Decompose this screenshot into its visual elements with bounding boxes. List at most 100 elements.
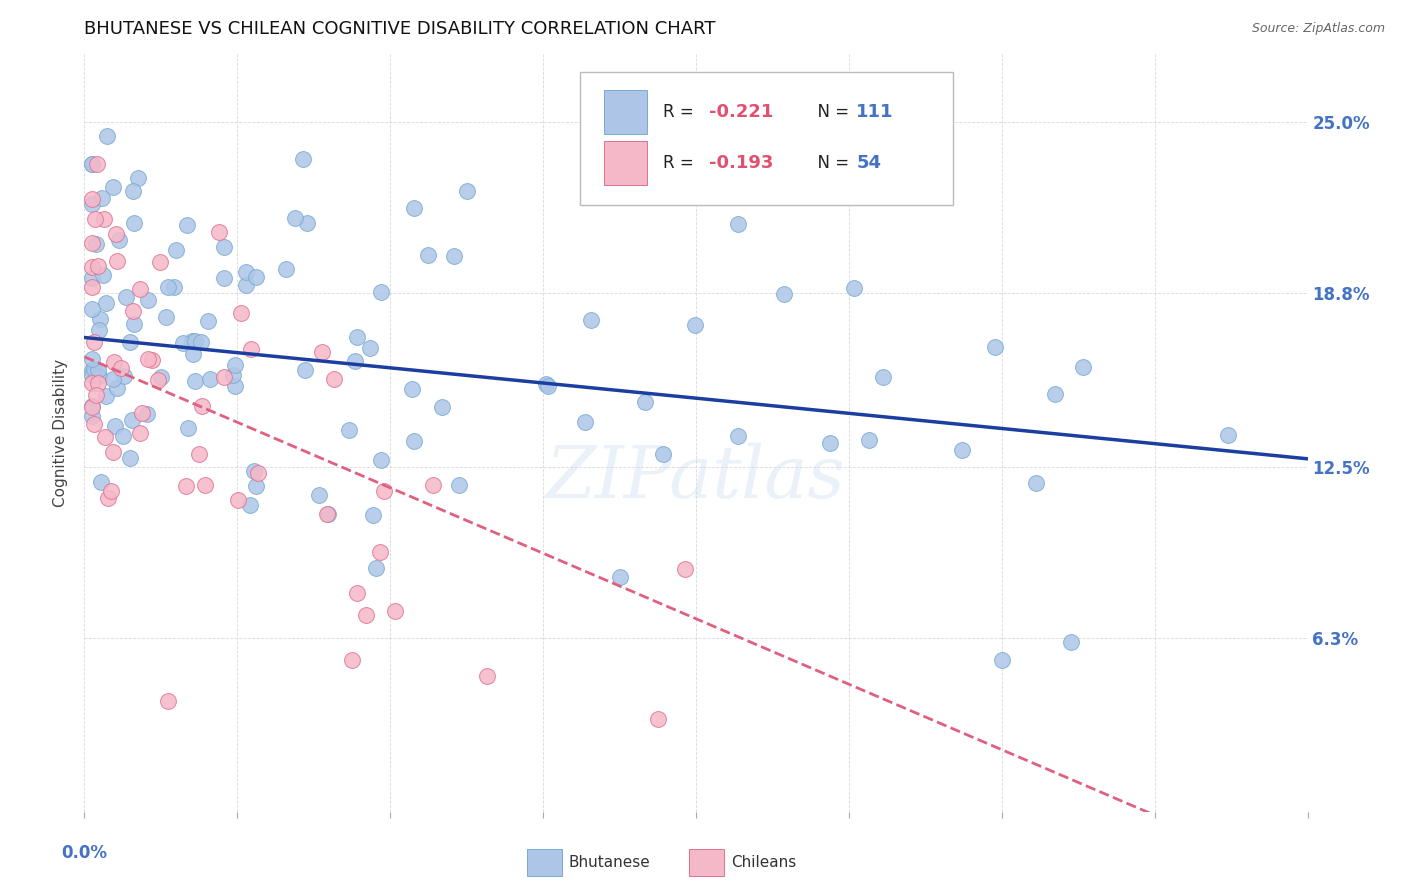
Point: [337, 423, 360, 437]
Point: [727, 428, 749, 442]
Text: ZIPatlas: ZIPatlas: [546, 442, 846, 514]
Point: [87, 369, 110, 384]
Point: [80, 368, 103, 383]
Point: [101, 445, 124, 459]
Point: [651, 447, 673, 461]
Point: [276, 261, 298, 276]
Point: [111, 428, 134, 442]
Point: [402, 434, 425, 449]
Point: [647, 712, 669, 726]
Point: [112, 369, 135, 384]
Point: [105, 381, 128, 395]
Point: [224, 379, 246, 393]
Point: [212, 240, 235, 254]
Bar: [605, 142, 647, 186]
Point: [80, 302, 103, 317]
Point: [84, 388, 107, 402]
FancyBboxPatch shape: [579, 72, 953, 205]
Point: [127, 170, 149, 185]
Point: [188, 446, 211, 460]
Point: [103, 355, 125, 369]
Point: [402, 201, 425, 215]
Point: [135, 407, 157, 421]
Point: [183, 334, 205, 348]
Point: [80, 351, 103, 366]
Point: [344, 354, 367, 368]
Point: [157, 694, 180, 708]
Text: Bhutanese: Bhutanese: [568, 855, 650, 870]
Point: [224, 358, 246, 372]
Point: [292, 153, 315, 167]
Point: [198, 372, 221, 386]
Point: [294, 363, 316, 377]
Point: [83, 334, 105, 349]
Point: [239, 498, 262, 512]
Point: [245, 269, 267, 284]
Point: [174, 479, 197, 493]
Point: [818, 435, 841, 450]
Point: [247, 467, 270, 481]
Point: [297, 216, 319, 230]
Point: [1216, 428, 1239, 442]
Point: [212, 369, 235, 384]
Point: [456, 185, 478, 199]
Point: [80, 271, 103, 285]
Point: [609, 570, 631, 584]
Point: [1045, 387, 1067, 401]
Point: [366, 561, 388, 575]
Point: [163, 280, 186, 294]
Point: [190, 399, 212, 413]
Point: [86, 376, 108, 390]
Point: [105, 254, 128, 268]
Point: [231, 306, 253, 320]
Point: [94, 296, 117, 310]
Point: [104, 418, 127, 433]
Point: [94, 389, 117, 403]
Text: BHUTANESE VS CHILEAN COGNITIVE DISABILITY CORRELATION CHART: BHUTANESE VS CHILEAN COGNITIVE DISABILIT…: [84, 21, 716, 38]
Point: [308, 488, 330, 502]
Point: [80, 376, 103, 391]
Point: [368, 545, 391, 559]
Point: [184, 374, 207, 388]
Point: [91, 268, 114, 283]
Point: [141, 353, 163, 368]
Text: -0.221: -0.221: [710, 103, 773, 121]
Point: [108, 233, 131, 247]
Point: [80, 197, 103, 211]
Point: [80, 260, 103, 275]
Point: [354, 608, 377, 623]
Point: [80, 362, 103, 376]
Point: [148, 373, 170, 387]
Point: [991, 653, 1014, 667]
Point: [950, 442, 973, 457]
Text: N =: N =: [807, 103, 855, 121]
Point: [373, 484, 395, 499]
Point: [83, 417, 105, 431]
Point: [245, 478, 267, 492]
Point: [136, 293, 159, 308]
Point: [1025, 476, 1047, 491]
Point: [149, 254, 172, 268]
Point: [80, 409, 103, 424]
Point: [110, 360, 132, 375]
Point: [340, 653, 363, 667]
Point: [984, 340, 1007, 354]
Point: [128, 425, 150, 440]
Point: [118, 451, 141, 466]
Point: [100, 484, 122, 499]
Point: [84, 237, 107, 252]
Point: [574, 415, 596, 429]
Point: [80, 236, 103, 251]
Point: [90, 475, 112, 489]
Point: [311, 344, 333, 359]
Point: [181, 347, 204, 361]
Point: [422, 478, 444, 492]
Point: [633, 394, 655, 409]
Point: [122, 216, 145, 230]
Text: Chileans: Chileans: [731, 855, 796, 870]
Point: [239, 342, 262, 356]
Point: [194, 478, 217, 492]
Point: [80, 156, 103, 170]
Point: [235, 264, 257, 278]
Text: 54: 54: [856, 154, 882, 172]
